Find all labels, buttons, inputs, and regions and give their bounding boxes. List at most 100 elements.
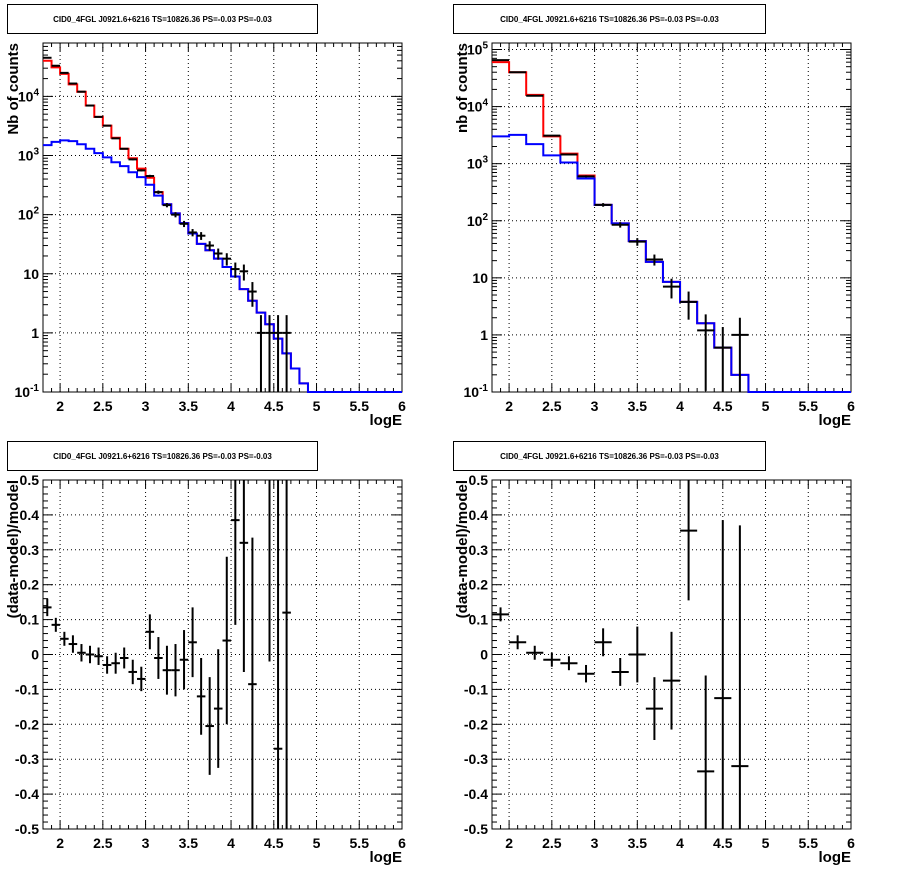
y-tick-label: 0.5 — [469, 472, 489, 488]
residual-point — [731, 525, 749, 829]
x-tick-label: 3.5 — [628, 398, 648, 414]
y-tick-label: 102 — [467, 212, 489, 229]
y-tick-label: 0.4 — [469, 507, 489, 523]
x-tick-label: 3 — [591, 835, 599, 851]
y-tick-label: 0 — [480, 647, 488, 663]
data-point — [213, 248, 223, 260]
data-point — [179, 220, 189, 228]
residual-point — [222, 556, 232, 725]
residual-point — [171, 644, 180, 697]
x-tick-label: 5 — [313, 835, 321, 851]
y-axis-label: Nb of counts — [5, 43, 22, 135]
x-tick-label: 5.5 — [350, 835, 370, 851]
residual-point — [594, 628, 612, 657]
residual-point — [188, 607, 197, 678]
data-point — [731, 317, 749, 392]
y-tick-label: 10-1 — [15, 383, 40, 400]
residual-point — [509, 635, 527, 650]
plot-frame — [491, 42, 852, 393]
residual-point — [119, 647, 129, 669]
y-tick-label: 102 — [18, 206, 40, 223]
pad-title-1: CID0_4FGL J0921.6+6216 TS=10826.36 PS=-0… — [453, 4, 766, 34]
x-tick-label: 2 — [56, 398, 64, 414]
y-tick-label: -0.5 — [464, 821, 488, 837]
x-tick-label: 5.5 — [799, 398, 819, 414]
residual-point — [714, 520, 732, 829]
x-tick-label: 3 — [142, 398, 150, 414]
data-point — [714, 327, 732, 392]
y-tick-label: -0.4 — [15, 786, 39, 802]
residual-point — [526, 645, 544, 660]
residual-point — [697, 675, 715, 829]
data-point — [85, 104, 95, 107]
y-tick-label: 10-1 — [464, 383, 489, 400]
data-point — [265, 315, 274, 392]
y-tick-label: -0.1 — [464, 681, 488, 697]
data-point — [239, 264, 249, 281]
y-tick-label: 0.5 — [20, 472, 40, 488]
data-point — [628, 238, 646, 246]
residual-point — [662, 631, 681, 730]
x-axis-label: logE — [819, 412, 852, 429]
residual-point — [273, 480, 283, 829]
y-tick-label: -0.5 — [15, 821, 39, 837]
data-point — [594, 203, 612, 207]
pad-title-0: CID0_4FGL J0921.6+6216 TS=10826.36 PS=-0… — [7, 4, 318, 34]
y-axis-label: nb of counts — [454, 43, 471, 133]
x-tick-label: 5 — [762, 398, 770, 414]
residual-point — [231, 480, 240, 625]
data-point — [128, 158, 138, 161]
pad-title-3: CID0_4FGL J0921.6+6216 TS=10826.36 PS=-0… — [453, 441, 766, 471]
data-point — [282, 315, 291, 392]
x-tick-label: 2.5 — [542, 835, 562, 851]
data-point — [577, 175, 595, 178]
plot-frame — [42, 42, 403, 393]
x-tick-label: 2 — [56, 835, 64, 851]
y-axis-label: (data-model)/model — [5, 480, 22, 618]
y-tick-label: 0.3 — [469, 542, 489, 558]
data-point — [231, 262, 240, 278]
y-tick-label: -0.3 — [15, 751, 39, 767]
y-tick-label: 103 — [467, 155, 489, 172]
x-tick-label: 4 — [227, 398, 235, 414]
data-point — [94, 115, 103, 118]
data-point — [697, 314, 715, 391]
data-point — [248, 282, 257, 307]
y-tick-label: 0.3 — [20, 542, 40, 558]
data-point — [188, 229, 197, 237]
x-tick-label: 2 — [505, 398, 513, 414]
y-tick-label: 0.1 — [20, 612, 40, 628]
data-point — [119, 147, 129, 150]
x-tick-label: 4 — [227, 835, 235, 851]
x-tick-label: 4.5 — [713, 398, 733, 414]
x-tick-label: 3.5 — [179, 398, 199, 414]
y-tick-label: 105 — [467, 41, 489, 58]
data-point — [162, 203, 172, 208]
y-tick-label: -0.2 — [464, 716, 488, 732]
data-point — [145, 174, 155, 178]
data-point — [111, 137, 120, 140]
background-model-line — [492, 133, 851, 393]
x-tick-label: 3.5 — [179, 835, 199, 851]
x-tick-label: 6 — [847, 835, 855, 851]
x-tick-label: 2 — [505, 835, 513, 851]
x-tick-label: 4 — [676, 398, 684, 414]
residual-point — [94, 647, 103, 665]
y-tick-label: 0.1 — [469, 612, 489, 628]
residual-point — [162, 645, 172, 695]
x-tick-label: 3 — [142, 835, 150, 851]
residual-point — [645, 677, 663, 741]
residual-point — [560, 656, 578, 671]
residual-point — [77, 644, 86, 662]
y-tick-label: 0.2 — [469, 577, 489, 593]
residual-point — [196, 657, 206, 735]
y-tick-label: -0.3 — [464, 751, 488, 767]
data-point — [222, 253, 232, 266]
x-tick-label: 6 — [398, 398, 406, 414]
y-axis-label: (data-model)/model — [454, 480, 471, 618]
y-tick-label: 10 — [472, 270, 488, 286]
residual-point — [85, 645, 95, 664]
residual-point — [43, 598, 52, 617]
residual-point — [179, 630, 189, 690]
